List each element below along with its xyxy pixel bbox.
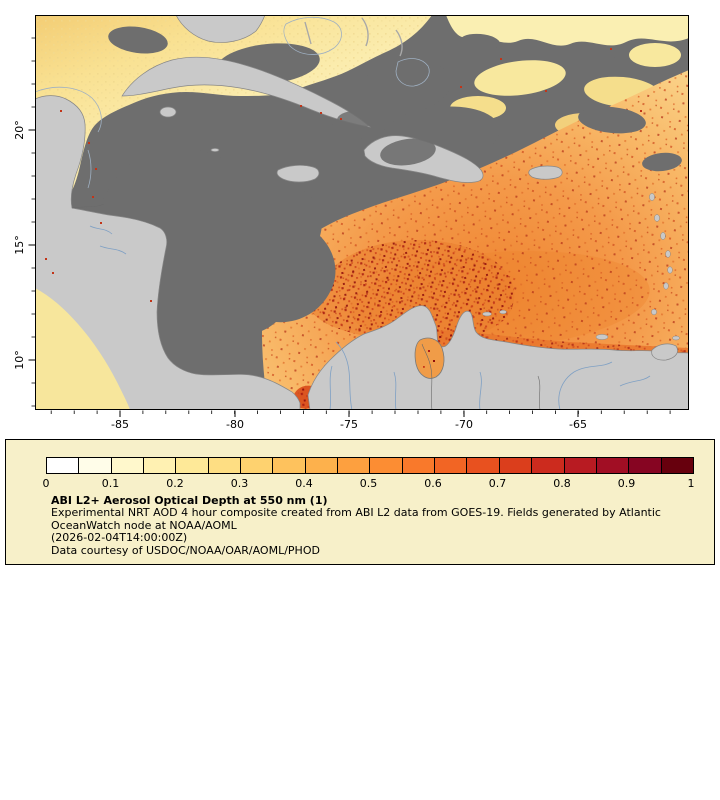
puerto-rico-island — [528, 165, 563, 180]
map-canvas — [35, 15, 689, 410]
colorbar-segment — [499, 458, 533, 473]
colorbar-tick-label: 0.8 — [553, 477, 571, 490]
florida-tip — [175, 15, 266, 43]
aod-map-figure: -85 -80 -75 -70 -65 20° 15° 10° — [13, 15, 689, 431]
lesser-antilles — [482, 193, 680, 341]
colorbar-tick-label: 1 — [687, 477, 695, 490]
colorbar-tick-label: 0.5 — [359, 477, 378, 490]
map-frame — [35, 15, 689, 410]
lon-label-85: -85 — [111, 418, 129, 430]
lon-label-65: -65 — [569, 418, 587, 430]
map-svg: -85 -80 -75 -70 -65 20° 15° 10° — [13, 15, 689, 431]
lake-maracaibo — [414, 337, 445, 379]
legend-panel: 0 0.1 0.2 0.3 0.4 0.5 0.6 0.7 0.8 0.9 1 … — [5, 439, 715, 565]
isle-of-youth — [159, 106, 177, 118]
lat-label-10: 10° — [13, 350, 26, 370]
colorbar-tick-label: 0.9 — [617, 477, 636, 490]
colorbar-tick-label: 0.2 — [166, 477, 184, 490]
cayman-island — [210, 148, 220, 152]
colorbar-segment — [402, 458, 436, 473]
legend-text-block: ABI L2+ Aerosol Optical Depth at 550 nm … — [51, 494, 661, 557]
lat-minor-ticks — [31, 37, 35, 407]
axis-labels: -85 -80 -75 -70 -65 20° 15° 10° — [13, 120, 587, 431]
colorbar-segment — [564, 458, 597, 473]
colorbar-segment — [661, 458, 693, 473]
bahamas-islands — [304, 17, 403, 57]
trinidad-island — [651, 343, 678, 361]
colorbar-segment — [596, 458, 630, 473]
colorbar-segment — [241, 458, 274, 473]
colorbar-segment — [79, 458, 112, 473]
yucatan-central-america — [35, 95, 301, 410]
colorbar-segment — [338, 458, 371, 473]
colorbar-tick-label: 0.4 — [295, 477, 313, 490]
legend-courtesy: Data courtesy of USDOC/NOAA/OAR/AOML/PHO… — [51, 543, 320, 557]
colorbar-segment — [208, 458, 242, 473]
lon-label-70: -70 — [455, 418, 473, 430]
colorbar-tick-label: 0.3 — [230, 477, 249, 490]
pacific-aod-region — [35, 288, 130, 410]
colorbar-segment — [47, 458, 80, 473]
colorbar-segment — [467, 458, 500, 473]
colorbar-tick-label: 0 — [42, 477, 50, 490]
legend-description-line2: OceanWatch node at NOAA/AOML — [51, 518, 237, 532]
cuba-island — [121, 56, 372, 128]
legend-title: ABI L2+ Aerosol Optical Depth at 550 nm … — [51, 494, 328, 507]
lon-minor-ticks — [50, 410, 671, 414]
jamaica-island — [276, 164, 320, 183]
colorbar-segment — [144, 458, 177, 473]
gulf-aod-region — [35, 15, 432, 223]
colorbar-segment — [370, 458, 403, 473]
legend-timestamp: (2026-02-04T14:00:00Z) — [51, 531, 188, 545]
rivers — [89, 225, 651, 410]
colorbar-segment — [435, 458, 468, 473]
fire-hotspot-dots — [45, 48, 642, 302]
colorbar-segment — [111, 458, 145, 473]
colorbar-segment — [532, 458, 565, 473]
south-america — [307, 305, 689, 410]
lon-label-80: -80 — [226, 418, 244, 430]
colorbar-segment — [273, 458, 306, 473]
colorbar — [46, 457, 694, 474]
legend-description-line1: Experimental NRT AOD 4 hour composite cr… — [51, 506, 661, 520]
colorbar-segment — [305, 458, 339, 473]
lat-label-20: 20° — [13, 120, 26, 140]
colorbar-tick-label: 0.7 — [488, 477, 507, 490]
colorbar-segment — [629, 458, 662, 473]
colorbar-tick-label: 0.1 — [101, 477, 120, 490]
colorbar-tick-label: 0.6 — [424, 477, 442, 490]
country-borders — [71, 203, 541, 410]
clouds-over-land — [337, 111, 436, 166]
colorbar-segment — [176, 458, 209, 473]
lon-label-75: -75 — [340, 418, 358, 430]
lat-label-15: 15° — [13, 235, 26, 255]
bank-contours — [35, 16, 430, 189]
